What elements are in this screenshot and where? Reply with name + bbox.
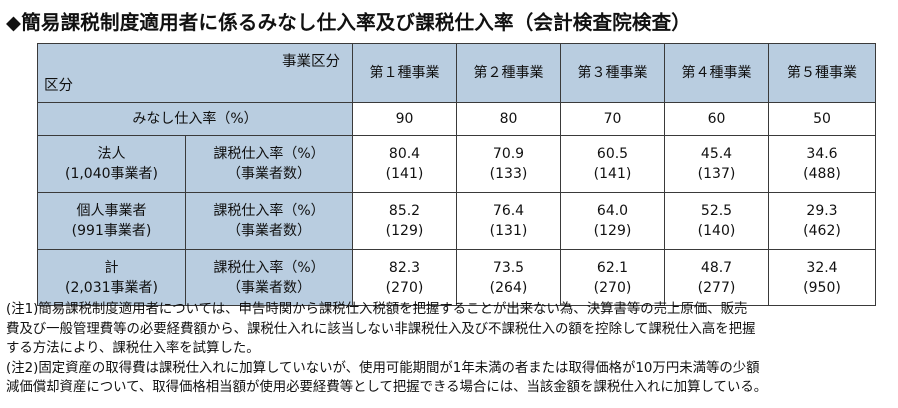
footnotes: (注1)簡易課税制度適用者については、申告時関から課税仕入税額を把握することが出… bbox=[6, 300, 894, 398]
deemed-rate-value: 70 bbox=[560, 102, 665, 136]
column-header: 第５種事業 bbox=[768, 43, 876, 103]
deemed-rate-value: 80 bbox=[456, 102, 561, 136]
data-cell: 60.5 (141) bbox=[560, 135, 665, 193]
deemed-rate-value: 50 bbox=[768, 102, 876, 136]
column-header: 第１種事業 bbox=[352, 43, 457, 103]
measure-rate-label: 課税仕入率（%） bbox=[213, 259, 325, 276]
table-row: 個人事業者 (991事業者) 課税仕入率（%） （事業者数） 85.2 (129)… bbox=[37, 192, 876, 250]
data-cell: 82.3 (270) bbox=[352, 249, 457, 306]
row-group-name: 個人事業者 bbox=[76, 203, 147, 219]
data-cell: 52.5 (140) bbox=[664, 192, 769, 250]
row-group-name: 法人 bbox=[97, 146, 126, 162]
table-row: 計 (2,031事業者) 課税仕入率（%） （事業者数） 82.3 (270) 7… bbox=[37, 249, 876, 306]
deemed-rate-value: 60 bbox=[664, 102, 769, 136]
measure-count-label: （事業者数） bbox=[227, 223, 311, 239]
header-corner-cell: 事業区分 区分 bbox=[37, 43, 353, 103]
footnote-line: (注2)固定資産の取得費は課税仕入れに加算していないが、使用可能期間が1年未満の… bbox=[6, 360, 760, 376]
data-cell: 32.4 (950) bbox=[768, 249, 876, 306]
footnote-line: 減価償却資産について、取得価格相当額が使用必要経費等として把握できる場合には、当… bbox=[6, 380, 768, 395]
data-cell: 48.7 (277) bbox=[664, 249, 769, 306]
data-cell: 76.4 (131) bbox=[456, 192, 561, 250]
data-cell: 70.9 (133) bbox=[456, 135, 561, 193]
footnote-line: (注1)簡易課税制度適用者については、申告時関から課税仕入税額を把握することが出… bbox=[6, 302, 748, 317]
header-category: 区分 bbox=[44, 78, 73, 94]
column-header: 第３種事業 bbox=[560, 43, 665, 103]
row-group-label: 個人事業者 (991事業者) bbox=[37, 192, 186, 250]
data-cell: 62.1 (270) bbox=[560, 249, 665, 306]
header-business-category: 事業区分 bbox=[282, 54, 340, 70]
row-group-label: 計 (2,031事業者) bbox=[37, 249, 186, 306]
measure-count-label: （事業者数） bbox=[227, 166, 311, 182]
data-cell: 80.4 (141) bbox=[352, 135, 457, 193]
rate-table: 事業区分 区分 第１種事業 第２種事業 第３種事業 第４種事業 第５種事業 みな… bbox=[37, 43, 876, 306]
measure-rate-label: 課税仕入率（%） bbox=[213, 146, 325, 162]
footnote-line: 費及び一般管理費等の必要経費額から、課税仕入れに該当しない非課税仕入及び不課税仕… bbox=[6, 321, 756, 337]
row-measure-label: 課税仕入率（%） （事業者数） bbox=[185, 192, 353, 250]
page-title: ◆簡易課税制度適用者に係るみなし仕入率及び課税仕入率（会計検査院検査） bbox=[6, 11, 691, 34]
deemed-rate-row: みなし仕入率（%） 90 80 70 60 50 bbox=[37, 102, 876, 136]
data-cell: 73.5 (264) bbox=[456, 249, 561, 306]
footnote-line: する方法により、課税仕入率を試算した。 bbox=[6, 341, 260, 356]
row-group-name: 計 bbox=[104, 259, 119, 276]
row-group-count: (991事業者) bbox=[71, 223, 152, 239]
header-row: 事業区分 区分 第１種事業 第２種事業 第３種事業 第４種事業 第５種事業 bbox=[37, 43, 876, 103]
row-measure-label: 課税仕入率（%） （事業者数） bbox=[185, 135, 353, 193]
row-group-label: 法人 (1,040事業者) bbox=[37, 135, 186, 193]
deemed-rate-value: 90 bbox=[352, 102, 457, 136]
data-cell: 29.3 (462) bbox=[768, 192, 876, 250]
column-header: 第４種事業 bbox=[664, 43, 769, 103]
row-group-count: (2,031事業者) bbox=[64, 279, 158, 296]
measure-rate-label: 課税仕入率（%） bbox=[213, 203, 325, 219]
measure-count-label: （事業者数） bbox=[227, 279, 311, 296]
deemed-rate-label: みなし仕入率（%） bbox=[37, 102, 353, 136]
data-cell: 64.0 (129) bbox=[560, 192, 665, 250]
data-cell: 45.4 (137) bbox=[664, 135, 769, 193]
table-row: 法人 (1,040事業者) 課税仕入率（%） （事業者数） 80.4 (141) … bbox=[37, 135, 876, 193]
row-measure-label: 課税仕入率（%） （事業者数） bbox=[185, 249, 353, 306]
data-cell: 85.2 (129) bbox=[352, 192, 457, 250]
column-header: 第２種事業 bbox=[456, 43, 561, 103]
data-cell: 34.6 (488) bbox=[768, 135, 876, 193]
row-group-count: (1,040事業者) bbox=[64, 166, 158, 182]
